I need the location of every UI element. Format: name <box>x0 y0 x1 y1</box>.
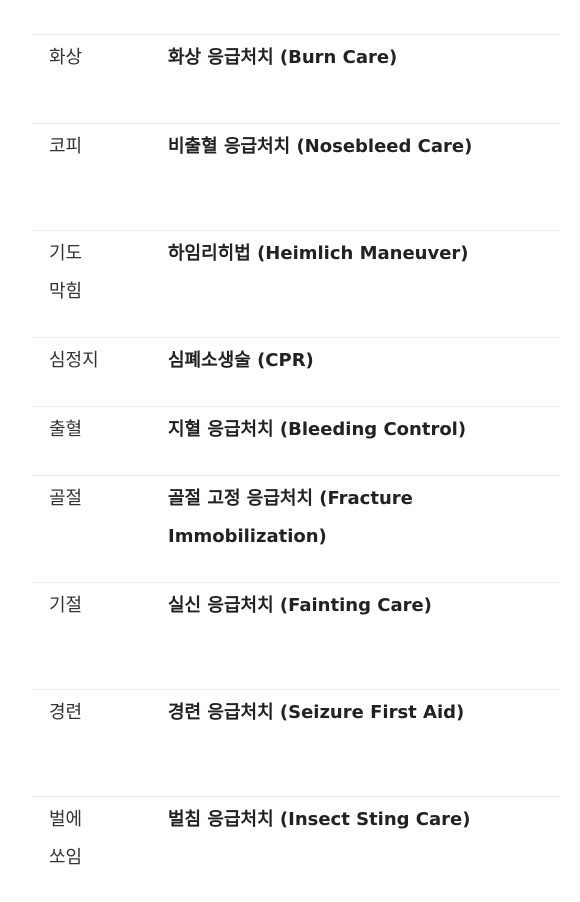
table-row: 코피 비출혈 응급처치 (Nosebleed Care) <box>32 123 560 230</box>
condition-cell: 경련 <box>32 690 112 796</box>
condition-text: 벌에 쏘임 <box>49 809 83 868</box>
condition-cell: 화상 <box>32 35 112 123</box>
method-cell: 화상 응급처치 (Burn Care) <box>168 47 398 68</box>
condition-text: 기절 <box>49 595 83 616</box>
table-row: 출혈 지혈 응급처치 (Bleeding Control) <box>32 406 560 475</box>
condition-cell: 심정지 <box>32 338 112 406</box>
method-cell: 경련 응급처치 (Seizure First Aid) <box>168 702 465 723</box>
method-cell: 지혈 응급처치 (Bleeding Control) <box>168 419 467 440</box>
method-cell: 실신 응급처치 (Fainting Care) <box>168 595 432 616</box>
table-row: 기절 실신 응급처치 (Fainting Care) <box>32 582 560 689</box>
table-row: 화상 화상 응급처치 (Burn Care) <box>32 34 560 123</box>
condition-text: 출혈 <box>49 419 83 440</box>
condition-text: 경련 <box>49 702 83 723</box>
table-row: 벌에 쏘임 벌침 응급처치 (Insect Sting Care) <box>32 796 560 896</box>
method-cell: 골절 고정 응급처치 (Fracture Immobilization) <box>168 488 413 547</box>
condition-cell: 출혈 <box>32 407 112 475</box>
condition-text: 골절 <box>49 488 83 509</box>
condition-cell: 기도 막힘 <box>32 231 112 337</box>
condition-text: 기도 막힘 <box>49 243 83 302</box>
table-row: 골절 골절 고정 응급처치 (Fracture Immobilization) <box>32 475 560 582</box>
method-cell: 심폐소생술 (CPR) <box>168 350 314 371</box>
condition-text: 화상 <box>49 47 83 68</box>
table-row: 기도 막힘 하임리히법 (Heimlich Maneuver) <box>32 230 560 337</box>
table-row: 경련 경련 응급처치 (Seizure First Aid) <box>32 689 560 796</box>
condition-cell: 코피 <box>32 124 112 230</box>
condition-text: 심정지 <box>49 350 99 371</box>
method-cell: 하임리히법 (Heimlich Maneuver) <box>168 243 469 264</box>
table-row: 심정지 심폐소생술 (CPR) <box>32 337 560 406</box>
condition-cell: 기절 <box>32 583 112 689</box>
condition-cell: 골절 <box>32 476 112 582</box>
method-cell: 비출혈 응급처치 (Nosebleed Care) <box>168 136 473 157</box>
condition-cell: 벌에 쏘임 <box>32 797 112 896</box>
condition-text: 코피 <box>49 136 83 157</box>
first-aid-table: 화상 화상 응급처치 (Burn Care) 코피 비출혈 응급처치 (Nose… <box>32 34 560 896</box>
method-cell: 벌침 응급처치 (Insect Sting Care) <box>168 809 471 830</box>
